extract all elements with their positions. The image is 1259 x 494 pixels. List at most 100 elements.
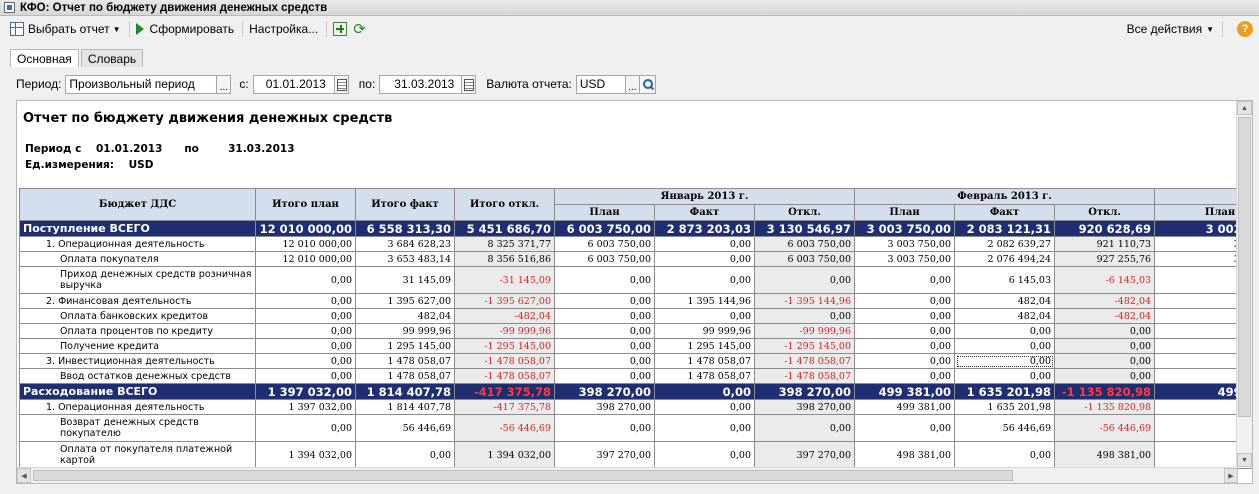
cell-d1[interactable]: 6 003 750,00 xyxy=(753,251,856,267)
cell-td[interactable]: -1 395 627,00 xyxy=(454,293,555,309)
cell-f2[interactable]: 6 145,03 xyxy=(954,266,1056,294)
cell-d2[interactable]: -482,04 xyxy=(1054,308,1156,324)
cell-f1[interactable]: 0,00 xyxy=(654,236,755,252)
cell-p1[interactable]: 0,00 xyxy=(554,323,655,339)
report-sheet[interactable]: Отчет по бюджету движения денежных средс… xyxy=(16,100,1253,484)
table-row[interactable]: 1. Операционная деятельность 12 010 000,0… xyxy=(19,236,1252,252)
cell-tp[interactable]: 12 010 000,00 xyxy=(255,236,356,252)
cell-tf[interactable]: 56 446,69 xyxy=(355,414,455,442)
table-row[interactable]: 1. Операционная деятельность 1 397 032,00… xyxy=(19,399,1252,415)
cell-p1[interactable]: 6 003 750,00 xyxy=(554,220,655,237)
cell-td[interactable]: -1 478 058,07 xyxy=(454,368,555,384)
cell-f2[interactable]: 482,04 xyxy=(954,308,1056,324)
all-actions-button[interactable]: Все действия ▼ xyxy=(1127,22,1214,36)
calendar-icon[interactable] xyxy=(334,74,349,94)
table-row[interactable]: 3. Инвестиционная деятельность 0,00 1 478 … xyxy=(19,353,1252,369)
cell-p1[interactable]: 397 270,00 xyxy=(554,441,655,469)
scroll-up-icon[interactable]: ▲ xyxy=(1237,101,1252,115)
cell-td[interactable]: -99 999,96 xyxy=(454,323,555,339)
cell-td[interactable]: -1 478 058,07 xyxy=(454,353,555,369)
cell-f2[interactable]: 0,00 xyxy=(954,323,1056,339)
table-row[interactable]: Оплата от покупателя платежной картой 1 3… xyxy=(19,441,1252,469)
cell-tf[interactable]: 482,04 xyxy=(355,308,455,324)
generate-button[interactable]: Сформировать xyxy=(135,22,234,36)
cell-p1[interactable]: 398 270,00 xyxy=(554,399,655,415)
cell-f1[interactable]: 0,00 xyxy=(654,308,755,324)
cell-f2[interactable]: 2 076 494,24 xyxy=(954,251,1056,267)
cell-td[interactable]: -56 446,69 xyxy=(454,414,555,442)
cell-p2[interactable]: 499 381,00 xyxy=(854,383,956,400)
cell-p1[interactable]: 6 003 750,00 xyxy=(554,236,655,252)
cell-tf[interactable]: 3 684 628,23 xyxy=(355,236,455,252)
cell-td[interactable]: 8 356 516,86 xyxy=(454,251,555,267)
cell-f2[interactable]: 482,04 xyxy=(954,293,1056,309)
cell-tp[interactable]: 12 010 000,00 xyxy=(255,220,356,237)
cell-f1[interactable]: 0,00 xyxy=(654,414,755,442)
cell-p1[interactable]: 0,00 xyxy=(554,266,655,294)
cell-tf[interactable]: 99 999,96 xyxy=(355,323,455,339)
cell-d2[interactable]: 0,00 xyxy=(1054,368,1156,384)
table-row[interactable]: 2. Финансовая деятельность 0,00 1 395 627,… xyxy=(19,293,1252,309)
cell-tp[interactable]: 0,00 xyxy=(255,266,356,294)
cell-td[interactable]: -417 375,78 xyxy=(454,399,555,415)
scroll-right-icon[interactable]: ▶ xyxy=(1224,468,1238,483)
cell-td[interactable]: 1 394 032,00 xyxy=(454,441,555,469)
cell-d1[interactable]: -1 395 144,96 xyxy=(753,293,856,309)
cell-d1[interactable]: 6 003 750,00 xyxy=(753,236,856,252)
period-choose-button[interactable]: ... xyxy=(217,74,232,94)
cell-d1[interactable]: 0,00 xyxy=(753,414,856,442)
table-row[interactable]: Получение кредита 0,00 1 295 145,00 -1 295 … xyxy=(19,338,1252,354)
cell-d1[interactable]: 397 270,00 xyxy=(753,441,856,469)
cell-td[interactable]: -482,04 xyxy=(454,308,555,324)
total-row[interactable]: Расходование ВСЕГО 1 397 032,00 1 814 407,… xyxy=(19,383,1252,400)
cell-d1[interactable]: 0,00 xyxy=(753,266,856,294)
cell-f1[interactable]: 2 873 203,03 xyxy=(654,220,755,237)
scroll-down-icon[interactable]: ▼ xyxy=(1237,453,1252,467)
cell-f1[interactable]: 1 478 058,07 xyxy=(654,353,755,369)
cell-d1[interactable]: -1 295 145,00 xyxy=(753,338,856,354)
cell-p2[interactable]: 0,00 xyxy=(854,323,956,339)
cell-p1[interactable]: 0,00 xyxy=(554,368,655,384)
cell-tp[interactable]: 1 394 032,00 xyxy=(255,441,356,469)
cell-f2[interactable]: 1 635 201,98 xyxy=(954,383,1056,400)
search-icon[interactable] xyxy=(639,74,656,94)
cell-tf[interactable]: 31 145,09 xyxy=(355,266,455,294)
cell-d2[interactable]: -1 135 820,98 xyxy=(1054,399,1156,415)
cell-p1[interactable]: 0,00 xyxy=(554,293,655,309)
cell-d1[interactable]: -1 478 058,07 xyxy=(753,353,856,369)
cell-tp[interactable]: 1 397 032,00 xyxy=(255,399,356,415)
cell-f2[interactable]: 0,00 xyxy=(954,353,1056,369)
cell-d2[interactable]: 927 255,76 xyxy=(1054,251,1156,267)
cell-f2[interactable]: 2 083 121,31 xyxy=(954,220,1056,237)
currency-choose-button[interactable]: ... xyxy=(625,74,640,94)
table-row[interactable]: Оплата покупателя 12 010 000,00 3 653 483,… xyxy=(19,251,1252,267)
cell-p2[interactable]: 498 381,00 xyxy=(854,441,956,469)
cell-tp[interactable]: 0,00 xyxy=(255,414,356,442)
tab-dictionary[interactable]: Словарь xyxy=(80,49,144,67)
cell-p2[interactable]: 3 003 750,00 xyxy=(854,220,956,237)
cell-td[interactable]: -417 375,78 xyxy=(454,383,555,400)
total-row[interactable]: Поступление ВСЕГО 12 010 000,00 6 558 313,… xyxy=(19,220,1252,237)
period-select[interactable]: Произвольный период xyxy=(65,74,218,94)
table-row[interactable]: Ввод остатков денежных средств 0,00 1 478 … xyxy=(19,368,1252,384)
scroll-left-icon[interactable]: ◀ xyxy=(17,468,31,483)
cell-p2[interactable]: 0,00 xyxy=(854,293,956,309)
table-row[interactable]: Приход денежных средств розничная выручк… xyxy=(19,266,1252,294)
cell-p1[interactable]: 0,00 xyxy=(554,353,655,369)
table-row[interactable]: Оплата процентов по кредиту 0,00 99 999,96… xyxy=(19,323,1252,339)
cell-d2[interactable]: -6 145,03 xyxy=(1054,266,1156,294)
cell-td[interactable]: 5 451 686,70 xyxy=(454,220,555,237)
cell-p2[interactable]: 3 003 750,00 xyxy=(854,236,956,252)
cell-f2[interactable]: 0,00 xyxy=(954,338,1056,354)
cell-p1[interactable]: 0,00 xyxy=(554,338,655,354)
cell-p2[interactable]: 0,00 xyxy=(854,368,956,384)
cell-d1[interactable]: -99 999,96 xyxy=(753,323,856,339)
cell-p1[interactable]: 0,00 xyxy=(554,414,655,442)
cell-tf[interactable]: 1 478 058,07 xyxy=(355,368,455,384)
cell-f2[interactable]: 2 082 639,27 xyxy=(954,236,1056,252)
cell-tf[interactable]: 3 653 483,14 xyxy=(355,251,455,267)
cell-tp[interactable]: 0,00 xyxy=(255,293,356,309)
scroll-thumb[interactable] xyxy=(1238,117,1251,417)
refresh-icon[interactable]: ⟳ xyxy=(353,20,366,38)
cell-d1[interactable]: -1 478 058,07 xyxy=(753,368,856,384)
